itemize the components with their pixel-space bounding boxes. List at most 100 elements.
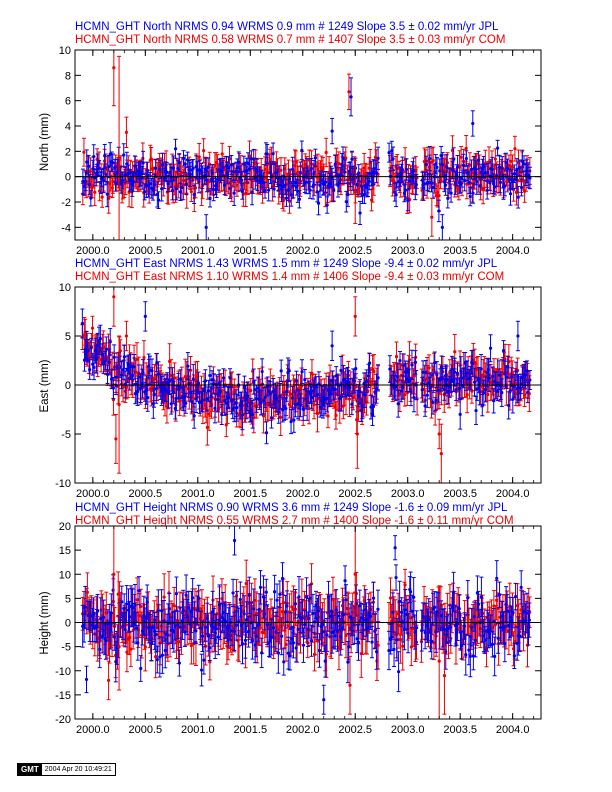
north-jpl-point [105,181,110,208]
height-data-points [80,526,532,719]
height-jpl-point [459,631,464,660]
east-jpl-point [132,354,137,380]
height-jpl-point [185,598,190,636]
east-jpl-point [298,393,303,418]
height-jpl-point [325,618,330,652]
north-jpl-point [115,159,120,186]
height-jpl-point [229,615,234,646]
north-jpl-point [313,148,318,167]
height-jpl-point [439,600,444,632]
north-outlier-point [330,117,335,145]
east-outlier-point [330,330,335,361]
height-jpl-point [273,611,278,652]
east-outlier-point [437,418,442,450]
height-jpl-point [155,645,160,674]
north-com-point [189,181,194,203]
east-jpl-point [100,343,105,366]
height-jpl-point [80,604,85,648]
height-jpl-point [346,633,351,661]
east-jpl-point [520,366,525,389]
height-outlier-point [353,526,358,633]
north-jpl-point [236,151,241,174]
east-data-points [80,287,532,483]
east-jpl-point [525,381,530,404]
north-jpl-point [512,164,517,183]
height-jpl-point [135,625,140,661]
north-jpl-point [91,144,96,169]
height-jpl-point [294,633,299,663]
north-outlier-point [440,214,445,240]
height-jpl-point [174,576,179,611]
east-jpl-point [154,374,159,404]
north-com-point [303,153,308,176]
north-jpl-point [316,191,321,216]
north-jpl-point [120,171,125,190]
height-jpl-point [481,619,486,653]
east-ytick-label: 0 [65,380,71,392]
east-jpl-point [279,359,284,383]
east-jpl-point [302,368,307,391]
north-xtick-label: 2003.5 [443,245,477,257]
north-jpl-point [510,173,515,190]
height-ytick-label: 5 [65,593,71,605]
north-jpl-point [102,143,107,168]
north-jpl-point [391,146,396,172]
north-ytick-label: 10 [59,45,71,57]
height-jpl-point [101,599,106,636]
east-outlier-point [458,399,463,430]
east-jpl-point [408,377,413,407]
height-jpl-point [290,625,295,653]
height-jpl-point [414,610,419,646]
east-jpl-point [287,359,292,382]
north-jpl-point [232,180,237,206]
north-jpl-point [376,146,381,170]
north-jpl-point [88,189,93,207]
north-outlier-point [429,197,434,237]
north-xtick-label: 2001.0 [181,245,215,257]
east-jpl-point [470,349,475,378]
east-jpl-point [183,392,188,414]
north-jpl-point [464,150,469,167]
north-com-point [481,172,486,205]
east-jpl-point [387,355,392,383]
north-jpl-point [304,170,309,195]
east-jpl-point [268,381,273,407]
height-com-point [128,630,133,668]
height-jpl-point [97,630,102,669]
east-jpl-point [401,353,406,377]
east-com-point [325,403,330,429]
north-jpl-point [229,154,234,175]
east-outlier-point [353,296,358,337]
height-ytick-label: 20 [59,521,71,533]
height-jpl-point [453,604,458,647]
north-jpl-point [174,176,179,201]
height-jpl-point [497,581,502,608]
height-xtick-label: 2002.5 [338,724,372,736]
height-jpl-point [463,633,468,676]
height-jpl-point [396,651,401,693]
east-outlier-point [355,399,360,469]
east-jpl-point [87,359,92,380]
height-jpl-point [465,580,470,616]
panel-north-plot-area: 2000.0 2000.5 2001.0 2001.5 2002.0 2002.5 2003… [59,45,542,257]
east-jpl-point [370,403,375,426]
east-jpl-point [397,350,402,371]
panel-height-ylabel: Height (mm) [39,591,51,654]
height-jpl-point [269,618,274,656]
height-jpl-point [162,600,167,642]
east-com-point [371,354,376,389]
north-jpl-point [443,174,448,196]
height-jpl-point [246,615,251,648]
north-jpl-point [400,156,405,183]
height-jpl-point [286,636,291,670]
north-jpl-point [153,158,158,178]
height-jpl-point [284,590,289,623]
height-jpl-point [178,606,183,649]
east-jpl-point [479,354,484,384]
north-com-point [407,185,412,214]
east-xtick-label: 2001.0 [181,488,215,500]
north-jpl-point [495,139,500,157]
east-ytick-label: -10 [55,478,71,490]
east-jpl-point [154,353,159,373]
height-jpl-point [262,597,267,631]
